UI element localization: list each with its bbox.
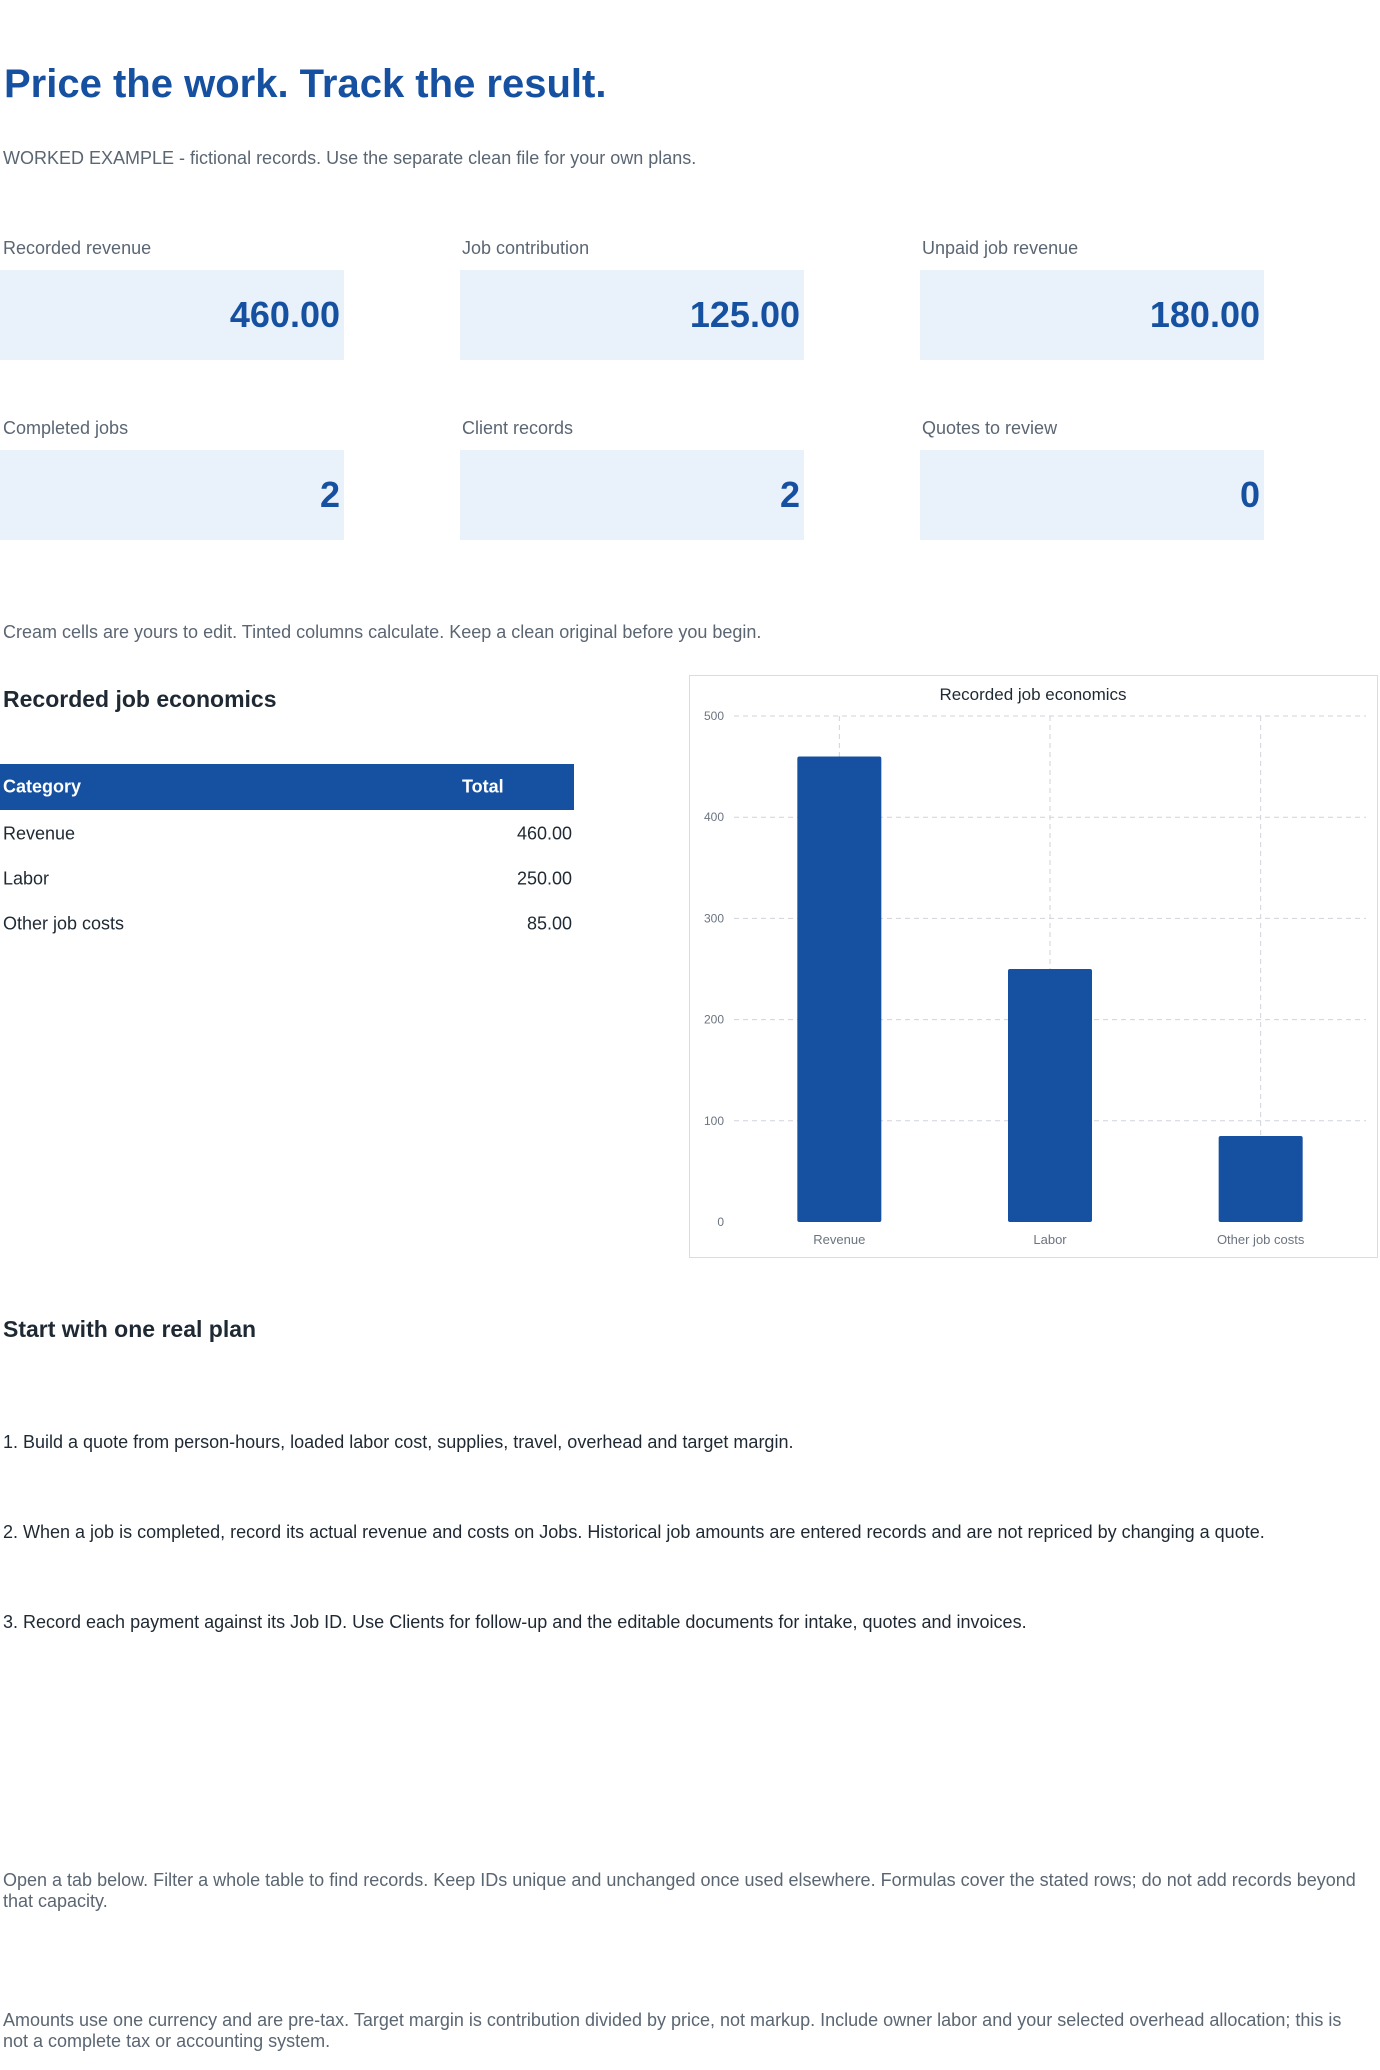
kpi-value-completed-jobs[interactable]: 2 bbox=[0, 450, 344, 540]
kpi-value-job-contribution[interactable]: 125.00 bbox=[460, 270, 804, 360]
table-row[interactable]: Labor 250.00 bbox=[0, 857, 574, 901]
kpi-value-quotes-to-review[interactable]: 0 bbox=[920, 450, 1264, 540]
kpi-label-client-records: Client records bbox=[462, 418, 574, 438]
footer-note-tabs: Open a tab below. Filter a whole table t… bbox=[3, 1870, 1356, 1911]
economics-heading: Recorded job economics bbox=[3, 686, 277, 712]
kpi-value-recorded-revenue[interactable]: 460.00 bbox=[0, 270, 344, 360]
cell-category: Other job costs bbox=[3, 913, 125, 934]
column-header-category: Category bbox=[3, 776, 82, 797]
y-tick-label: 100 bbox=[704, 1114, 724, 1128]
y-tick-label: 200 bbox=[704, 1013, 724, 1027]
cell-total: 85.00 bbox=[526, 913, 572, 934]
plan-heading: Start with one real plan bbox=[3, 1316, 257, 1342]
bar-other-job-costs[interactable] bbox=[1218, 1135, 1303, 1222]
bar-revenue[interactable] bbox=[797, 756, 882, 1222]
table-header: Category Total bbox=[0, 764, 574, 810]
cell-category: Labor bbox=[3, 868, 50, 889]
chart-container: Recorded job economics 0 100 200 300 400 500 … bbox=[689, 675, 1378, 1258]
edit-note: Cream cells are yours to edit. Tinted co… bbox=[3, 622, 762, 642]
kpi-label-quotes-to-review: Quotes to review bbox=[922, 418, 1058, 438]
bar-labor[interactable] bbox=[1008, 969, 1092, 1222]
plan-step-3: 3. Record each payment against its Job I… bbox=[3, 1612, 1027, 1632]
kpi-value-client-records[interactable]: 2 bbox=[460, 450, 804, 540]
y-tick-label: 400 bbox=[704, 810, 724, 824]
table-row[interactable]: Revenue 460.00 bbox=[0, 812, 574, 856]
chart-title: Recorded job economics bbox=[939, 685, 1126, 704]
column-header-total: Total bbox=[462, 776, 504, 797]
cell-category: Revenue bbox=[3, 823, 76, 844]
kpi-label-recorded-revenue: Recorded revenue bbox=[3, 238, 152, 258]
cell-total: 250.00 bbox=[516, 868, 572, 889]
y-tick-label: 300 bbox=[704, 911, 724, 925]
footer-note-amounts: Amounts use one currency and are pre-tax… bbox=[3, 2010, 1342, 2051]
bar-chart: Recorded job economics 0100200300400500 … bbox=[704, 685, 1366, 1247]
y-tick-label: 500 bbox=[704, 709, 724, 723]
cell-total: 460.00 bbox=[516, 823, 572, 844]
x-tick-label: Labor bbox=[1033, 1232, 1067, 1247]
kpi-label-unpaid-job-revenue: Unpaid job revenue bbox=[922, 238, 1079, 258]
kpi-value-unpaid-job-revenue[interactable]: 180.00 bbox=[920, 270, 1264, 360]
y-tick-label: 0 bbox=[717, 1215, 724, 1229]
page-subtitle: WORKED EXAMPLE - fictional records. Use … bbox=[3, 148, 697, 168]
page-title: Price the work. Track the result. bbox=[4, 62, 607, 106]
table-row[interactable]: Other job costs 85.00 bbox=[0, 902, 574, 946]
x-tick-label: Other job costs bbox=[1217, 1232, 1305, 1247]
kpi-label-job-contribution: Job contribution bbox=[462, 238, 590, 258]
plan-step-2: 2. When a job is completed, record its a… bbox=[3, 1522, 1265, 1542]
kpi-label-completed-jobs: Completed jobs bbox=[3, 418, 129, 438]
plan-step-1: 1. Build a quote from person-hours, load… bbox=[3, 1432, 794, 1452]
x-tick-label: Revenue bbox=[813, 1232, 865, 1247]
